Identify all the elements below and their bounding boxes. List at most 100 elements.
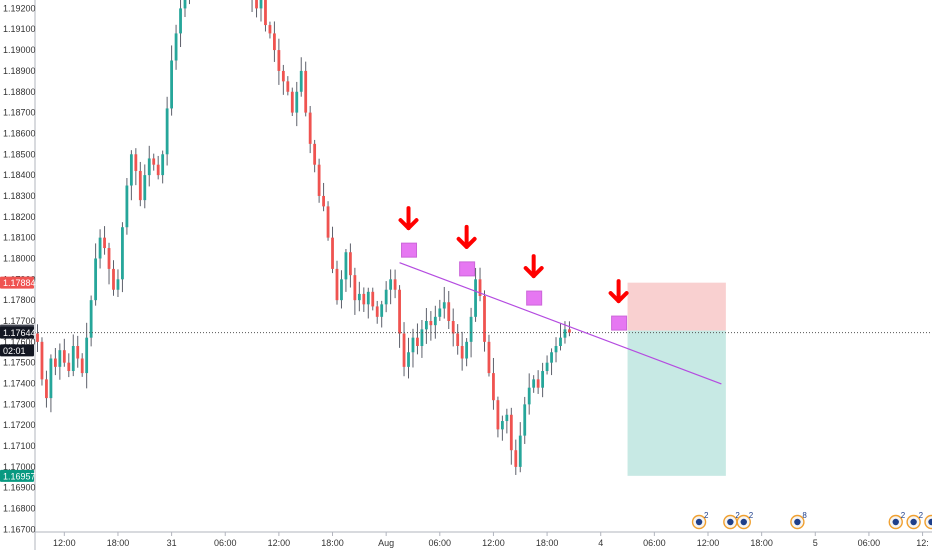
trendline[interactable] [399,262,722,385]
candle[interactable] [121,222,124,293]
candle[interactable] [129,150,133,201]
candle[interactable] [45,370,48,408]
economic-event-icon[interactable]: 2 [736,511,754,530]
touch-marker[interactable] [401,242,418,258]
candle[interactable] [438,299,442,321]
touch-marker[interactable] [459,261,476,277]
candle[interactable] [407,337,410,379]
economic-event-icon[interactable]: 8 [790,511,808,530]
candle[interactable] [125,178,129,235]
candle[interactable] [362,287,366,312]
touch-marker[interactable] [611,315,628,331]
candle[interactable] [94,243,98,306]
candle[interactable] [165,96,169,166]
candle[interactable] [523,396,527,444]
candle[interactable] [36,324,39,352]
candle[interactable] [313,139,317,173]
candle[interactable] [143,164,147,209]
candle[interactable] [416,323,419,355]
candle[interactable] [326,201,330,241]
candle[interactable] [76,335,80,368]
candle[interactable] [80,353,84,377]
candle[interactable] [179,0,182,48]
candle[interactable] [433,305,437,339]
economic-event-icon[interactable]: 2 [888,511,906,530]
candle[interactable] [71,334,75,377]
candle[interactable] [442,286,446,319]
candle[interactable] [527,373,531,415]
candle[interactable] [384,281,388,313]
candle[interactable] [460,331,464,371]
candle[interactable] [264,0,267,32]
candle[interactable] [514,439,518,475]
candle[interactable] [554,337,558,363]
candle[interactable] [496,396,500,438]
candle[interactable] [308,105,312,154]
candle[interactable] [500,415,504,441]
candle[interactable] [335,260,339,305]
candle[interactable] [474,267,477,322]
candle[interactable] [103,226,106,255]
candle[interactable] [251,0,254,13]
candle[interactable] [380,300,384,328]
candle[interactable] [505,408,509,434]
candle[interactable] [116,269,120,297]
candle[interactable] [447,290,451,330]
candle[interactable] [317,158,321,203]
candle[interactable] [331,226,334,274]
candle[interactable] [550,348,553,376]
candle[interactable] [424,308,428,344]
candle[interactable] [398,285,401,348]
candle[interactable] [259,0,263,22]
candle[interactable] [152,153,156,171]
candle[interactable] [107,242,111,285]
candle[interactable] [98,229,102,269]
candle[interactable] [281,64,285,95]
candle[interactable] [545,355,549,375]
price-axis[interactable]: 1.19200 1.19100 1.19000 1.18900 1.18800 1.187… [0,0,36,550]
candle[interactable] [366,287,370,319]
candle[interactable] [89,295,93,347]
candle[interactable] [85,322,89,389]
stop-loss-zone[interactable] [627,282,726,331]
candle[interactable] [344,248,348,292]
candle[interactable] [420,319,424,358]
candle[interactable] [465,338,469,367]
candle[interactable] [286,76,290,96]
candle[interactable] [389,269,393,305]
candle[interactable] [277,38,281,85]
take-profit-zone[interactable] [627,330,726,476]
candle[interactable] [134,148,138,186]
candle[interactable] [469,307,473,358]
candle[interactable] [353,267,357,315]
candle[interactable] [255,0,258,18]
candle[interactable] [53,348,57,376]
candle[interactable] [322,182,325,212]
candle[interactable] [138,161,142,207]
candle[interactable] [375,300,379,324]
candle[interactable] [304,61,308,117]
candle[interactable] [456,324,460,355]
candle[interactable] [532,375,536,393]
candle[interactable] [411,328,415,368]
candle[interactable] [170,45,173,116]
candle[interactable] [349,243,352,288]
candle[interactable] [174,24,178,70]
candle[interactable] [451,308,455,347]
candle[interactable] [393,269,397,299]
candle[interactable] [112,260,115,296]
candle[interactable] [58,343,62,380]
candle[interactable] [161,150,165,184]
candle[interactable] [40,337,44,386]
candle[interactable] [559,323,562,351]
time-axis[interactable]: 12:00 18:00 31 06:00 12:00 18:00 Aug 06:00 12:00… [35,531,932,548]
candle[interactable] [299,57,303,97]
candle[interactable] [402,322,406,377]
candle[interactable] [188,0,191,5]
candle[interactable] [478,267,482,302]
economic-event-icon[interactable]: 2 [906,511,924,530]
economic-event-icon[interactable]: 2 [691,511,710,530]
candle[interactable] [536,370,540,394]
